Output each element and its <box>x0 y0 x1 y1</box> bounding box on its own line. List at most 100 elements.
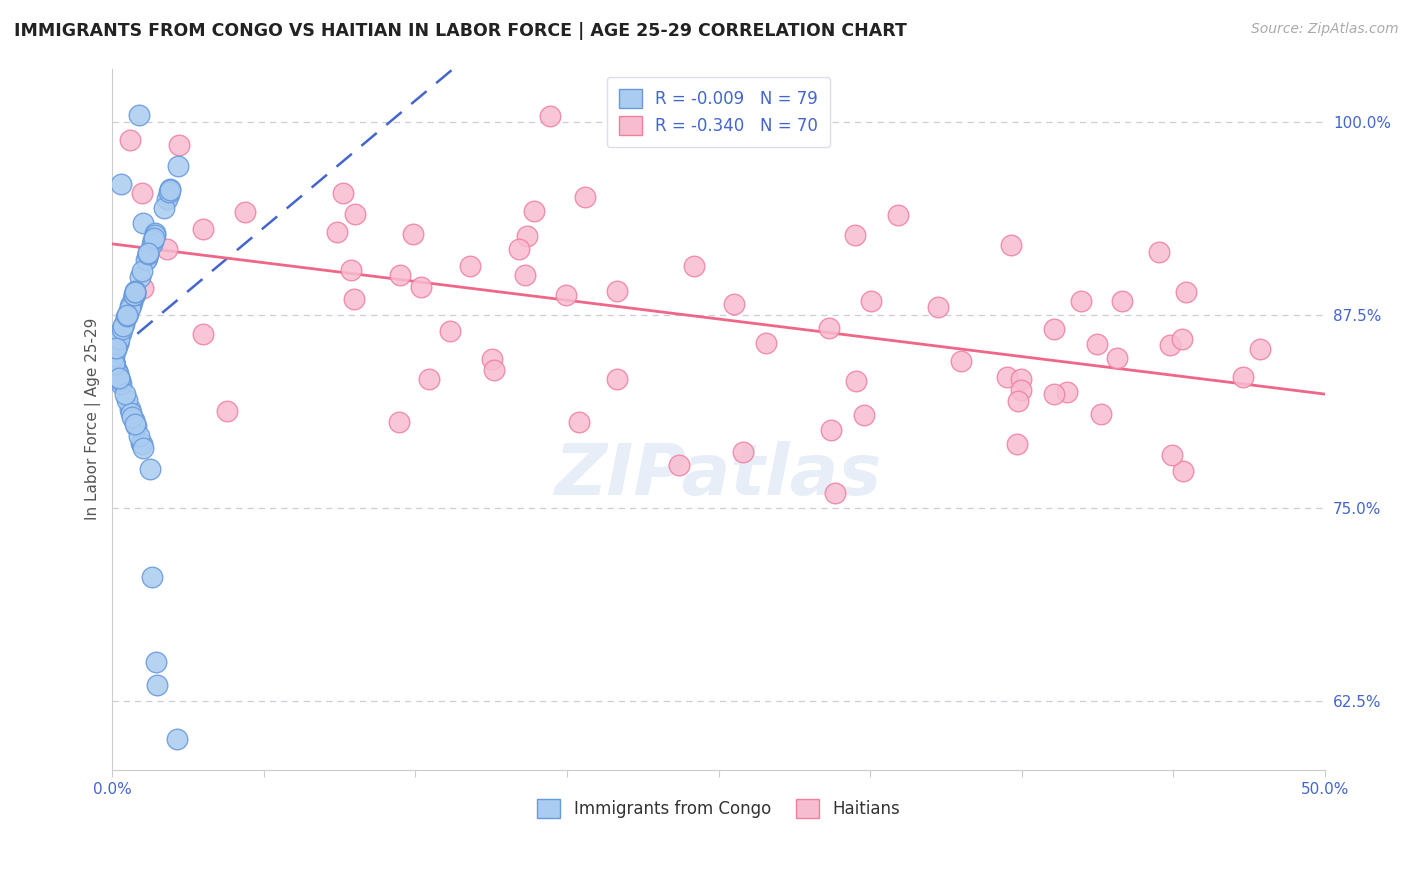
Point <box>508 242 530 256</box>
Point <box>110 326 132 340</box>
Point <box>157 186 180 200</box>
Point <box>156 192 179 206</box>
Point <box>108 370 131 384</box>
Point <box>460 260 482 274</box>
Point <box>340 263 363 277</box>
Point <box>389 268 412 283</box>
Point <box>418 372 440 386</box>
Point <box>108 332 131 346</box>
Point <box>554 288 576 302</box>
Point <box>122 288 145 302</box>
Point <box>107 367 129 381</box>
Point <box>1232 369 1254 384</box>
Point <box>1000 238 1022 252</box>
Point <box>1043 387 1066 401</box>
Point <box>121 295 143 310</box>
Point <box>142 233 165 247</box>
Point <box>683 259 706 273</box>
Point <box>159 182 181 196</box>
Point <box>120 133 142 147</box>
Point <box>108 373 131 387</box>
Point <box>995 370 1018 384</box>
Point <box>755 335 778 350</box>
Point <box>824 486 846 500</box>
Point <box>122 288 145 302</box>
Point <box>332 186 354 200</box>
Text: IMMIGRANTS FROM CONGO VS HAITIAN IN LABOR FORCE | AGE 25-29 CORRELATION CHART: IMMIGRANTS FROM CONGO VS HAITIAN IN LABO… <box>14 22 907 40</box>
Point <box>125 419 148 434</box>
Point <box>122 413 145 427</box>
Point <box>114 387 136 401</box>
Point <box>574 189 596 203</box>
Y-axis label: In Labor Force | Age 25-29: In Labor Force | Age 25-29 <box>86 318 101 520</box>
Point <box>141 236 163 251</box>
Point <box>818 321 841 335</box>
Point <box>1159 338 1181 352</box>
Point <box>481 352 503 367</box>
Point <box>159 183 181 197</box>
Point <box>131 264 153 278</box>
Point <box>167 138 190 153</box>
Point <box>1107 351 1129 365</box>
Point <box>103 355 125 369</box>
Point <box>143 228 166 243</box>
Point <box>115 309 138 323</box>
Point <box>105 363 128 377</box>
Point <box>439 324 461 338</box>
Point <box>1043 322 1066 336</box>
Point <box>233 204 256 219</box>
Point <box>112 318 135 333</box>
Point <box>193 326 215 341</box>
Point <box>605 285 627 299</box>
Point <box>142 231 165 245</box>
Point <box>141 570 163 584</box>
Point <box>103 355 125 369</box>
Point <box>131 436 153 450</box>
Point <box>1085 337 1108 351</box>
Point <box>1090 408 1112 422</box>
Point <box>107 335 129 350</box>
Point <box>845 374 868 388</box>
Point <box>1010 372 1032 386</box>
Point <box>167 159 190 173</box>
Point <box>343 207 366 221</box>
Point <box>110 177 132 191</box>
Point <box>217 404 239 418</box>
Point <box>1007 393 1029 408</box>
Point <box>122 289 145 303</box>
Point <box>1161 448 1184 462</box>
Point <box>128 428 150 442</box>
Point <box>568 415 591 429</box>
Point <box>1070 293 1092 308</box>
Point <box>886 208 908 222</box>
Point <box>120 406 142 420</box>
Point <box>120 299 142 313</box>
Point <box>1010 383 1032 397</box>
Point <box>115 392 138 407</box>
Point <box>402 227 425 241</box>
Point <box>103 356 125 370</box>
Point <box>131 435 153 450</box>
Point <box>136 247 159 261</box>
Point <box>103 357 125 371</box>
Point <box>118 301 141 316</box>
Point <box>117 306 139 320</box>
Point <box>124 417 146 432</box>
Point <box>326 225 349 239</box>
Point <box>107 335 129 350</box>
Point <box>115 308 138 322</box>
Point <box>110 376 132 391</box>
Point <box>482 363 505 377</box>
Point <box>1171 333 1194 347</box>
Point <box>668 458 690 472</box>
Point <box>118 401 141 416</box>
Point <box>515 268 537 283</box>
Point <box>124 286 146 301</box>
Point <box>105 341 128 355</box>
Point <box>138 246 160 260</box>
Point <box>1111 293 1133 308</box>
Point <box>135 253 157 268</box>
Point <box>853 409 876 423</box>
Point <box>111 322 134 336</box>
Point <box>191 222 214 236</box>
